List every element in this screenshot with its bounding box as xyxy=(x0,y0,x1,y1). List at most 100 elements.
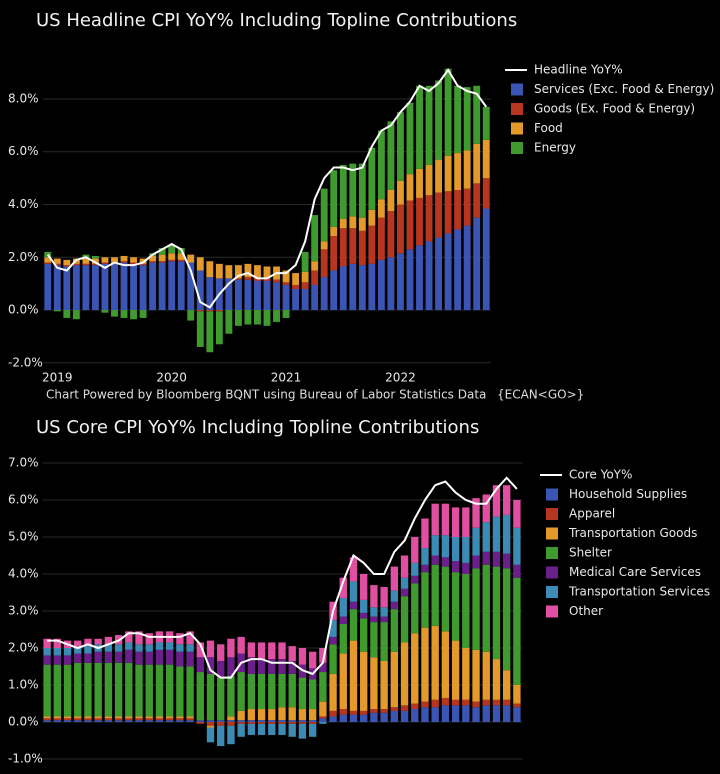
bar-segment xyxy=(104,720,113,722)
bar-segment xyxy=(380,616,388,623)
bar-segment xyxy=(360,710,368,715)
bar-segment xyxy=(462,507,470,537)
y-tick-label: -1.0% xyxy=(8,752,43,766)
bar-segment xyxy=(145,644,153,652)
bar-segment xyxy=(339,714,347,722)
bar-segment xyxy=(114,718,123,721)
bar-segment xyxy=(227,722,235,726)
bar-segment xyxy=(349,263,357,311)
bar-segment xyxy=(114,716,123,719)
bar-segment xyxy=(196,270,204,311)
bar-segment xyxy=(416,168,423,198)
bar-segment xyxy=(186,631,194,645)
bar-segment xyxy=(206,722,215,726)
bar-segment xyxy=(319,718,327,722)
legend-swatch xyxy=(546,488,558,501)
bar-segment xyxy=(135,664,143,717)
bar-segment xyxy=(257,723,266,735)
bar-segment xyxy=(186,720,194,722)
bar-segment xyxy=(257,673,266,710)
bar-segment xyxy=(155,718,164,721)
bar-segment xyxy=(196,310,204,312)
bar-segment xyxy=(196,642,204,658)
bar-segment xyxy=(416,85,423,169)
bar-segment xyxy=(503,699,511,706)
bar-segment xyxy=(257,642,266,660)
bar-segment xyxy=(387,211,395,258)
bar-segment xyxy=(268,659,276,674)
bar-segment xyxy=(292,284,300,289)
bar-segment xyxy=(339,616,347,624)
bar-segment xyxy=(441,566,450,632)
bar-segment xyxy=(91,265,99,311)
bar-segment xyxy=(257,709,266,721)
bar-segment xyxy=(176,716,184,719)
legend-swatch xyxy=(511,142,523,154)
bar-segment xyxy=(43,638,51,648)
bar-segment xyxy=(53,716,61,719)
bar-segment xyxy=(308,651,317,669)
bar-segment xyxy=(298,722,307,724)
bar-segment xyxy=(63,265,71,267)
bar-segment xyxy=(441,535,450,558)
bar-segment xyxy=(451,640,460,700)
bar-segment xyxy=(282,310,290,318)
bar-segment xyxy=(74,646,82,654)
bar-segment xyxy=(416,197,423,246)
bar-segment xyxy=(227,720,235,722)
y-tick-label: 0.0% xyxy=(8,303,39,317)
bar-segment xyxy=(390,651,399,708)
bar-segment xyxy=(400,642,409,706)
bar-segment xyxy=(176,633,184,645)
y-tick-label: 2.0% xyxy=(8,641,39,655)
bar-segment xyxy=(463,225,471,311)
bar-segment xyxy=(441,631,450,698)
bar-segment xyxy=(176,651,184,667)
bar-segment xyxy=(104,718,113,721)
bar-segment xyxy=(360,612,368,619)
bar-segment xyxy=(482,106,490,140)
chart-title: US Core CPI YoY% Including Topline Contr… xyxy=(36,417,479,438)
bar-segment xyxy=(370,709,378,713)
bar-segment xyxy=(149,261,157,263)
bar-segment xyxy=(186,666,194,717)
bar-segment xyxy=(176,666,184,717)
bar-segment xyxy=(298,720,307,722)
bar-segment xyxy=(387,189,395,212)
bar-segment xyxy=(206,261,214,278)
bar-segment xyxy=(53,718,61,721)
bar-segment xyxy=(206,310,214,312)
bar-segment xyxy=(225,278,233,311)
bar-segment xyxy=(370,622,378,658)
bar-segment xyxy=(217,677,225,721)
bar-segment xyxy=(288,722,296,724)
bar-segment xyxy=(135,631,143,645)
bar-segment xyxy=(358,217,366,231)
bar-segment xyxy=(454,229,462,311)
bar-segment xyxy=(462,699,470,706)
bar-segment xyxy=(473,85,481,144)
legend-label: Goods (Ex. Food & Energy) xyxy=(534,102,695,116)
bar-segment xyxy=(282,284,290,311)
bar-segment xyxy=(237,722,245,724)
bar-segment xyxy=(492,699,501,706)
bar-segment xyxy=(330,170,338,227)
bar-segment xyxy=(339,598,347,617)
bar-segment xyxy=(244,310,252,325)
bar-segment xyxy=(411,537,419,563)
bar-segment xyxy=(308,723,317,737)
bar-segment xyxy=(431,625,439,700)
bar-segment xyxy=(145,664,153,717)
bar-segment xyxy=(217,725,225,747)
bar-segment xyxy=(206,311,214,353)
bar-segment xyxy=(125,716,133,719)
bar-segment xyxy=(196,657,204,673)
bar-segment xyxy=(377,199,385,218)
bar-segment xyxy=(130,310,137,320)
bar-segment xyxy=(247,657,256,674)
bar-segment xyxy=(380,586,388,608)
bar-segment xyxy=(441,503,450,536)
bar-segment xyxy=(94,720,102,722)
bar-segment xyxy=(94,716,102,719)
bar-segment xyxy=(320,241,328,250)
